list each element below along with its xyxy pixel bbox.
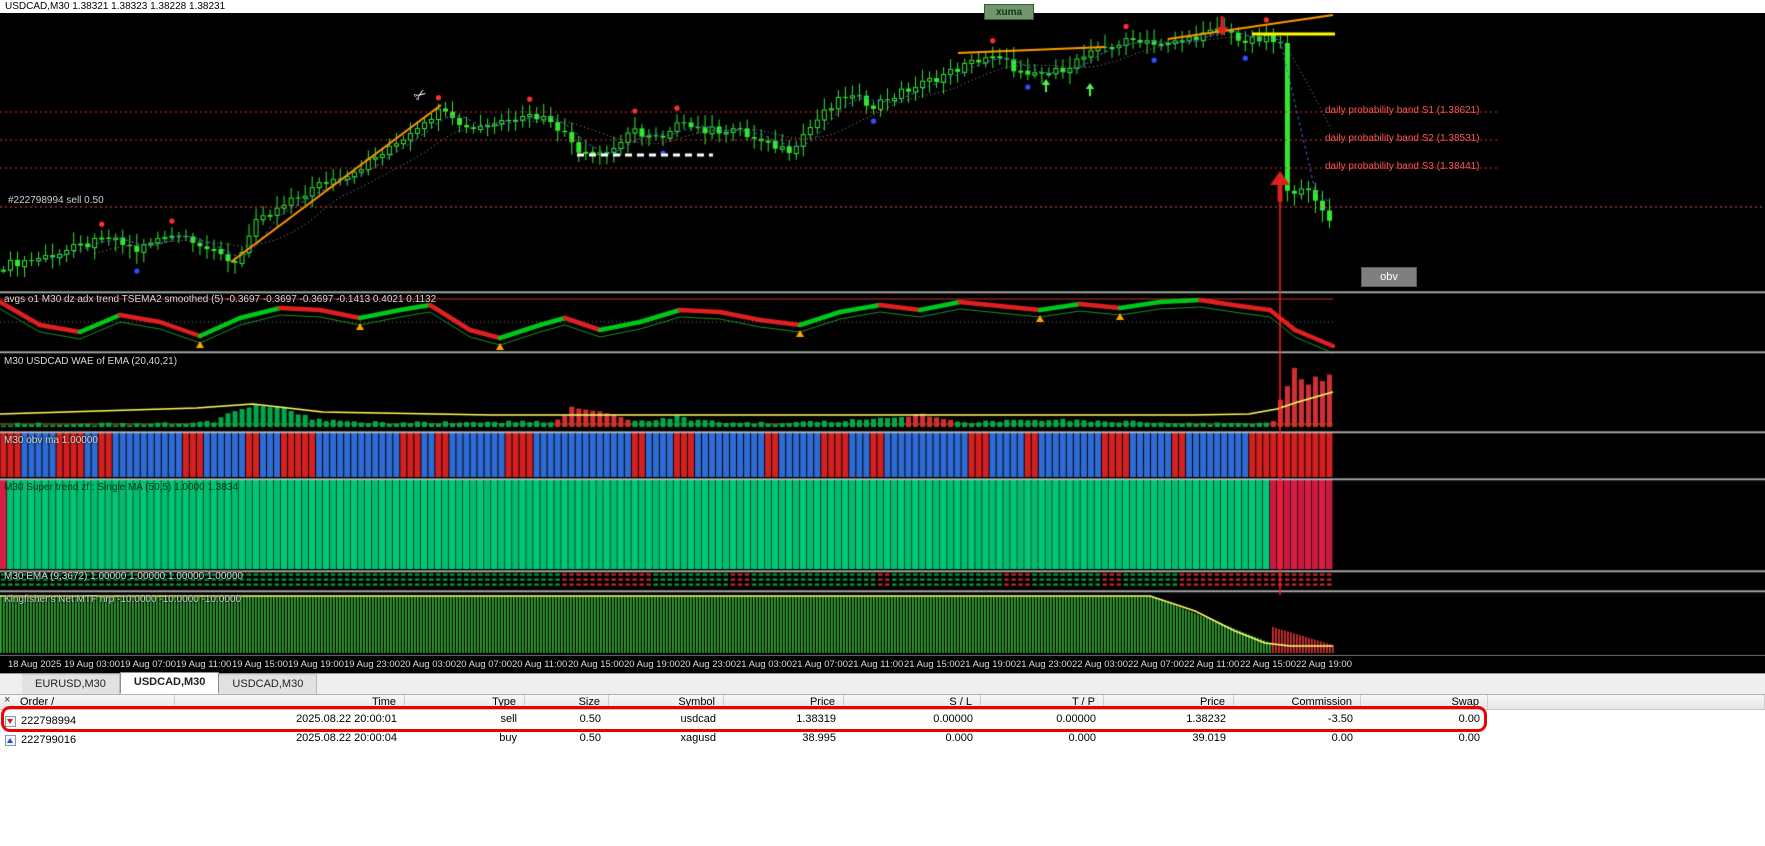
chart-tab-0[interactable]: EURUSD,M30 — [22, 674, 120, 694]
time-label: 20 Aug 19:00 — [624, 659, 680, 670]
chart-tab-bar: EURUSD,M30 USDCAD,M30 USDCAD,M30 — [0, 672, 1765, 694]
time-axis[interactable]: 18 Aug 2025 19 Aug 03:00 19 Aug 07:00 19 Au… — [0, 656, 1765, 673]
position-line-label: #222798994 sell 0.50 — [8, 195, 104, 206]
cell-order: 222798994 — [0, 710, 175, 729]
time-label: 21 Aug 15:00 — [904, 659, 960, 670]
column-header-sl[interactable]: S / L — [844, 695, 981, 709]
time-label: 20 Aug 07:00 — [456, 659, 512, 670]
time-label: 18 Aug 2025 — [8, 659, 62, 670]
column-header-size[interactable]: Size — [525, 695, 609, 709]
column-header-type[interactable]: Type — [405, 695, 525, 709]
order-number: 222798994 — [21, 715, 77, 727]
column-header-price[interactable]: Price — [724, 695, 844, 709]
cell-price-current: 39.019 — [1192, 732, 1226, 744]
time-label: 19 Aug 07:00 — [120, 659, 176, 670]
order-row-222798994[interactable]: 222798994 2025.08.22 20:00:01 sell 0.50 usdc… — [0, 710, 1765, 729]
chart-canvas[interactable] — [0, 13, 1765, 656]
supertrend-indicator-label: M30 Super trend zf : Single MA (50,5) 1.… — [4, 482, 239, 493]
time-label: 22 Aug 19:00 — [1296, 659, 1352, 670]
time-label: 22 Aug 15:00 — [1240, 659, 1296, 670]
time-label: 22 Aug 11:00 — [1184, 659, 1240, 670]
cell-symbol: xagusd — [680, 732, 716, 744]
order-row-222799016[interactable]: 222799016 2025.08.22 20:00:04 buy 0.50 xagus… — [0, 729, 1765, 748]
obv-button[interactable]: obv — [1361, 267, 1417, 287]
band-label-s2: daily probability band S2 (1.38531) — [1325, 133, 1480, 144]
time-label: 21 Aug 19:00 — [960, 659, 1016, 670]
buy-order-icon — [5, 734, 16, 746]
wae-indicator-label: M30 USDCAD WAE of EMA (20,40,21) — [4, 356, 178, 367]
time-label: 20 Aug 11:00 — [512, 659, 568, 670]
column-header-swap[interactable]: Swap — [1361, 695, 1488, 709]
terminal-close-button[interactable]: × — [4, 694, 11, 706]
cell-filler — [1488, 729, 1765, 748]
time-label: 20 Aug 23:00 — [680, 659, 736, 670]
kingfisher-indicator-label: Kingfisher's Net MTF nrp -10.0000 -10.00… — [4, 594, 242, 605]
time-label: 22 Aug 07:00 — [1128, 659, 1184, 670]
time-label: 20 Aug 03:00 — [400, 659, 456, 670]
time-label: 21 Aug 07:00 — [792, 659, 848, 670]
cell-commission: -3.50 — [1327, 713, 1353, 725]
time-label: 21 Aug 11:00 — [848, 659, 904, 670]
cell-swap: 0.00 — [1458, 732, 1480, 744]
cell-price: 1.38319 — [796, 713, 836, 725]
sell-order-icon — [5, 715, 16, 727]
cell-filler — [1488, 710, 1765, 729]
ema-indicator-label: M30 EMA (9,3672) 1.00000 1.00000 1.00000… — [4, 571, 244, 582]
time-label: 22 Aug 03:00 — [1072, 659, 1128, 670]
cell-symbol: usdcad — [680, 713, 716, 725]
obv-indicator-label: M30 obv ma 1.00000 — [4, 435, 98, 446]
chart-title: USDCAD,M30 1.38321 1.38323 1.38228 1.382… — [0, 0, 1765, 13]
cell-price-current: 1.38232 — [1186, 713, 1226, 725]
cell-price: 38.995 — [802, 732, 836, 744]
column-header-filler — [1488, 695, 1765, 709]
cell-tp: 0.000 — [1068, 732, 1096, 744]
column-header-price[interactable]: Price — [1104, 695, 1234, 709]
time-label: 21 Aug 23:00 — [1016, 659, 1072, 670]
time-label: 19 Aug 23:00 — [344, 659, 400, 670]
time-label: 20 Aug 15:00 — [568, 659, 624, 670]
band-label-s1: daily probability band S1 (1.38621) — [1325, 105, 1480, 116]
cell-tp: 0.00000 — [1056, 713, 1096, 725]
cell-commission: 0.00 — [1331, 732, 1353, 744]
cell-sl: 0.00000 — [933, 713, 973, 725]
cell-swap: 0.00 — [1458, 713, 1480, 725]
avgs-indicator-label: avgs o1 M30 dz adx trend TSEMA2 smoothed… — [4, 294, 437, 305]
time-label: 21 Aug 03:00 — [736, 659, 792, 670]
column-header-time[interactable]: Time — [175, 695, 405, 709]
column-header-commission[interactable]: Commission — [1234, 695, 1361, 709]
time-label: 19 Aug 19:00 — [288, 659, 344, 670]
cell-size: 0.50 — [579, 713, 601, 725]
cell-time: 2025.08.22 20:00:04 — [296, 732, 397, 744]
time-label: 19 Aug 15:00 — [232, 659, 288, 670]
column-header-symbol[interactable]: Symbol — [609, 695, 724, 709]
cell-type: sell — [500, 713, 517, 725]
cell-order: 222799016 — [0, 729, 175, 748]
chart-tab-1[interactable]: USDCAD,M30 — [119, 672, 220, 694]
column-header-order[interactable]: Order / — [0, 695, 175, 709]
time-label: 19 Aug 03:00 — [64, 659, 120, 670]
chart-tab-2[interactable]: USDCAD,M30 — [219, 674, 318, 694]
time-label: 19 Aug 11:00 — [176, 659, 232, 670]
cell-time: 2025.08.22 20:00:01 — [296, 713, 397, 725]
cell-type: buy — [499, 732, 517, 744]
order-number: 222799016 — [21, 734, 77, 746]
cell-size: 0.50 — [579, 732, 601, 744]
xuma-button[interactable]: xuma — [984, 4, 1034, 20]
cell-sl: 0.000 — [945, 732, 973, 744]
band-label-s3: daily probability band S3 (1.38441) — [1325, 161, 1480, 172]
column-header-tp[interactable]: T / P — [981, 695, 1104, 709]
